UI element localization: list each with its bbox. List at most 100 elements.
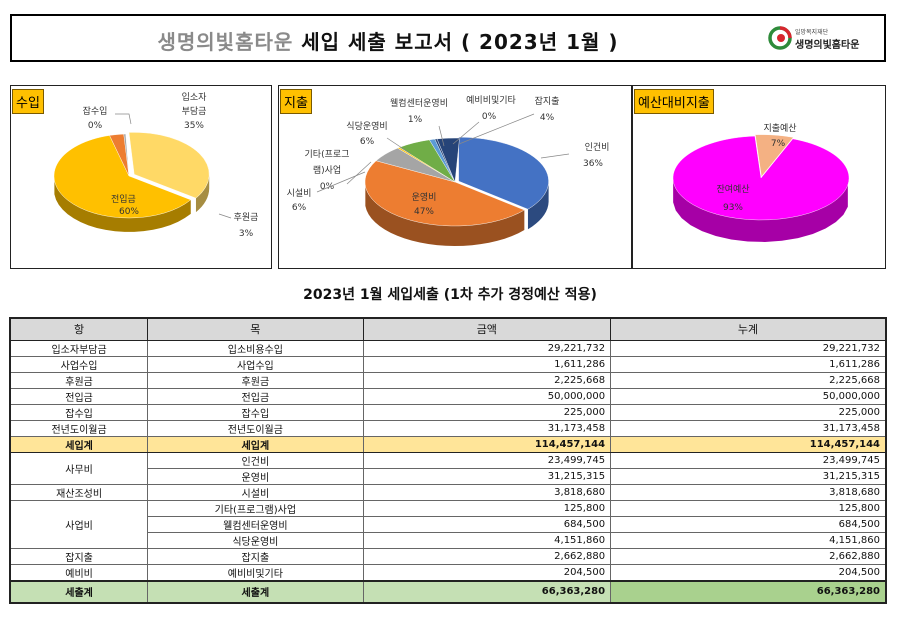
cell-cumulative: 3,818,680 <box>610 483 887 501</box>
table-row: 잡수입 잡수입 225,000 225,000 <box>9 403 887 421</box>
pie-side-인건비 <box>527 181 549 230</box>
table-row: 전년도이월금 전년도이월금 31,173,458 31,173,458 <box>9 419 887 437</box>
cell-mok: 잡수입 <box>147 403 364 421</box>
pie-label-japjichul: 잡지출 <box>535 95 560 107</box>
logo-small-text: 일망복지재단 <box>795 29 829 36</box>
cell-cumulative: 225,000 <box>610 403 887 421</box>
cell-hang: 전년도이월금 <box>9 419 149 437</box>
pie-pct-unyeongbi: 47% <box>414 207 434 217</box>
pie-side-전입금 <box>54 180 191 232</box>
cell-amount: 1,611,286 <box>362 355 612 373</box>
cell-hang: 입소자부담금 <box>9 339 149 357</box>
pie-label-welcome: 웰컴센터운영비 <box>390 97 448 109</box>
pie-label-siseolbi: 시설비 <box>287 188 312 199</box>
pie-pct-welcome: 1% <box>408 115 423 125</box>
pie-pct-ipsoja: 35% <box>184 121 204 131</box>
table-row: 잡지출 잡지출 2,662,880 2,662,880 <box>9 547 887 565</box>
pie-label-ingeonbi: 인건비 <box>585 142 610 153</box>
pie-label-sikdang: 식당운영비 <box>346 121 387 132</box>
cell-cumulative: 50,000,000 <box>610 387 887 405</box>
logo-mark-icon <box>768 26 792 50</box>
pie-slice-인건비 <box>458 136 549 210</box>
cell-mok: 후원금 <box>147 371 364 389</box>
table-body: 입소자부담금 입소비용수입 29,221,732 29,221,732 사업수입… <box>9 339 887 603</box>
cell-cumulative: 23,499,745 <box>610 451 887 469</box>
expense-pie-chart: 인건비 36% 운영비 47% 시설비 6% 기타(프로그 램)사업 0% 식당… <box>287 94 610 246</box>
budget-panel-tag: 예산대비지출 <box>634 89 714 114</box>
pie-label-jichul-yesan: 지출예산 <box>763 123 796 134</box>
table-row: 운영비 31,215,315 31,215,315 <box>10 467 887 485</box>
cell-amount: 2,662,880 <box>362 547 612 565</box>
cell-amount: 114,457,144 <box>362 435 612 453</box>
pie-pct-gita: 0% <box>320 182 335 192</box>
cell-cumulative: 684,500 <box>610 515 887 533</box>
pie-label-huwon: 후원금 <box>234 212 259 223</box>
cell-cumulative: 1,611,286 <box>610 355 887 373</box>
expense-total-row: 세출계 세출계 66,363,280 66,363,280 <box>9 579 887 603</box>
cell-amount: 4,151,860 <box>362 531 612 549</box>
pie-label-gita-2: 램)사업 <box>313 164 341 176</box>
cell-mok: 전년도이월금 <box>147 419 364 437</box>
cell-hang: 사업비 <box>9 499 149 549</box>
cell-cumulative: 31,215,315 <box>610 467 887 485</box>
cell-mok: 사업수입 <box>147 355 364 373</box>
title-main: 세입 세출 보고서 ( 2023년 1월 ) <box>301 30 619 54</box>
cell-cumulative: 114,457,144 <box>610 435 887 453</box>
cell-amount: 225,000 <box>362 403 612 421</box>
cell-amount: 23,499,745 <box>362 451 612 469</box>
cell-hang: 세입계 <box>9 435 149 453</box>
logo-name: 생명의빛홈타운 <box>795 40 860 51</box>
pie-side-잔여예산 <box>673 180 848 242</box>
cell-amount: 66,363,280 <box>362 579 612 603</box>
pie-pct-yebi: 0% <box>482 112 497 122</box>
cell-hang: 후원금 <box>9 371 149 389</box>
table-row: 후원금 후원금 2,225,668 2,225,668 <box>9 371 887 389</box>
cell-cumulative: 2,225,668 <box>610 371 887 389</box>
col-header-amount: 금액 <box>362 317 612 341</box>
cell-cumulative: 2,662,880 <box>610 547 887 565</box>
pie-pct-ingeonbi: 36% <box>583 159 603 169</box>
pie-pct-jeonip: 60% <box>119 207 139 217</box>
table-row: 식당운영비 4,151,860 4,151,860 <box>10 531 887 549</box>
table-row: 사업비 기타(프로그램)사업 125,800 125,800 <box>9 499 887 549</box>
col-header-mok: 목 <box>147 317 364 341</box>
cell-cumulative: 204,500 <box>610 563 887 581</box>
income-chart-panel: 전입금 60% 입소자 부담금 35% 잡수입 0% 후원금 3% 수입 <box>10 85 272 269</box>
budget-chart-panel: 지출예산 7% 잔여예산 93% 예산대비지출 <box>632 85 886 269</box>
cell-amount: 125,800 <box>362 499 612 517</box>
table-row: 웰컴센터운영비 684,500 684,500 <box>10 515 887 533</box>
pie-pct-janyeo-yesan: 93% <box>723 203 743 213</box>
cell-cumulative: 29,221,732 <box>610 339 887 357</box>
income-panel-tag: 수입 <box>12 89 44 114</box>
pie-label-ipsoja: 입소자 <box>182 91 208 103</box>
pie-slice-운영비 <box>364 160 525 227</box>
cell-mok: 세입계 <box>147 435 364 453</box>
cell-amount: 31,215,315 <box>362 467 612 485</box>
cell-amount: 50,000,000 <box>362 387 612 405</box>
cell-mok: 예비비및기타 <box>147 563 364 581</box>
cell-mok: 입소비용수입 <box>147 339 364 357</box>
pie-slice-잔여예산 <box>672 135 850 221</box>
pie-pct-jichul-yesan: 7% <box>771 139 786 149</box>
pie-side-입소자 부담금 <box>195 174 210 213</box>
pie-label-ipsoja-2: 부담금 <box>182 105 207 117</box>
org-name: 생명의빛홈타운 <box>157 30 294 54</box>
cell-mok: 기타(프로그램)사업 <box>147 499 364 517</box>
pie-label-janyeo-yesan: 잔여예산 <box>716 183 749 195</box>
cell-mok: 웰컴센터운영비 <box>147 515 364 533</box>
org-logo: 일망복지재단 생명의빛홈타운 <box>768 25 868 53</box>
cell-hang: 잡수입 <box>9 403 149 421</box>
pie-pct-siseolbi: 6% <box>292 203 307 213</box>
income-pie-chart: 전입금 60% 입소자 부담금 35% 잡수입 0% 후원금 3% <box>53 91 259 239</box>
cell-amount: 2,225,668 <box>362 371 612 389</box>
expense-chart-panel: 인건비 36% 운영비 47% 시설비 6% 기타(프로그 램)사업 0% 식당… <box>278 85 632 269</box>
cell-hang: 세출계 <box>9 579 149 603</box>
budget-pie-chart: 지출예산 7% 잔여예산 93% <box>672 123 850 242</box>
pie-side-운영비 <box>365 185 525 246</box>
pie-slice-잡수입 <box>123 133 130 177</box>
table-row: 전입금 전입금 50,000,000 50,000,000 <box>9 387 887 405</box>
income-total-row: 세입계 세입계 114,457,144 114,457,144 <box>9 435 887 453</box>
cell-mok: 전입금 <box>147 387 364 405</box>
table-subtitle: 2023년 1월 세입세출 (1차 추가 경정예산 적용) <box>303 287 597 303</box>
cell-amount: 204,500 <box>362 563 612 581</box>
